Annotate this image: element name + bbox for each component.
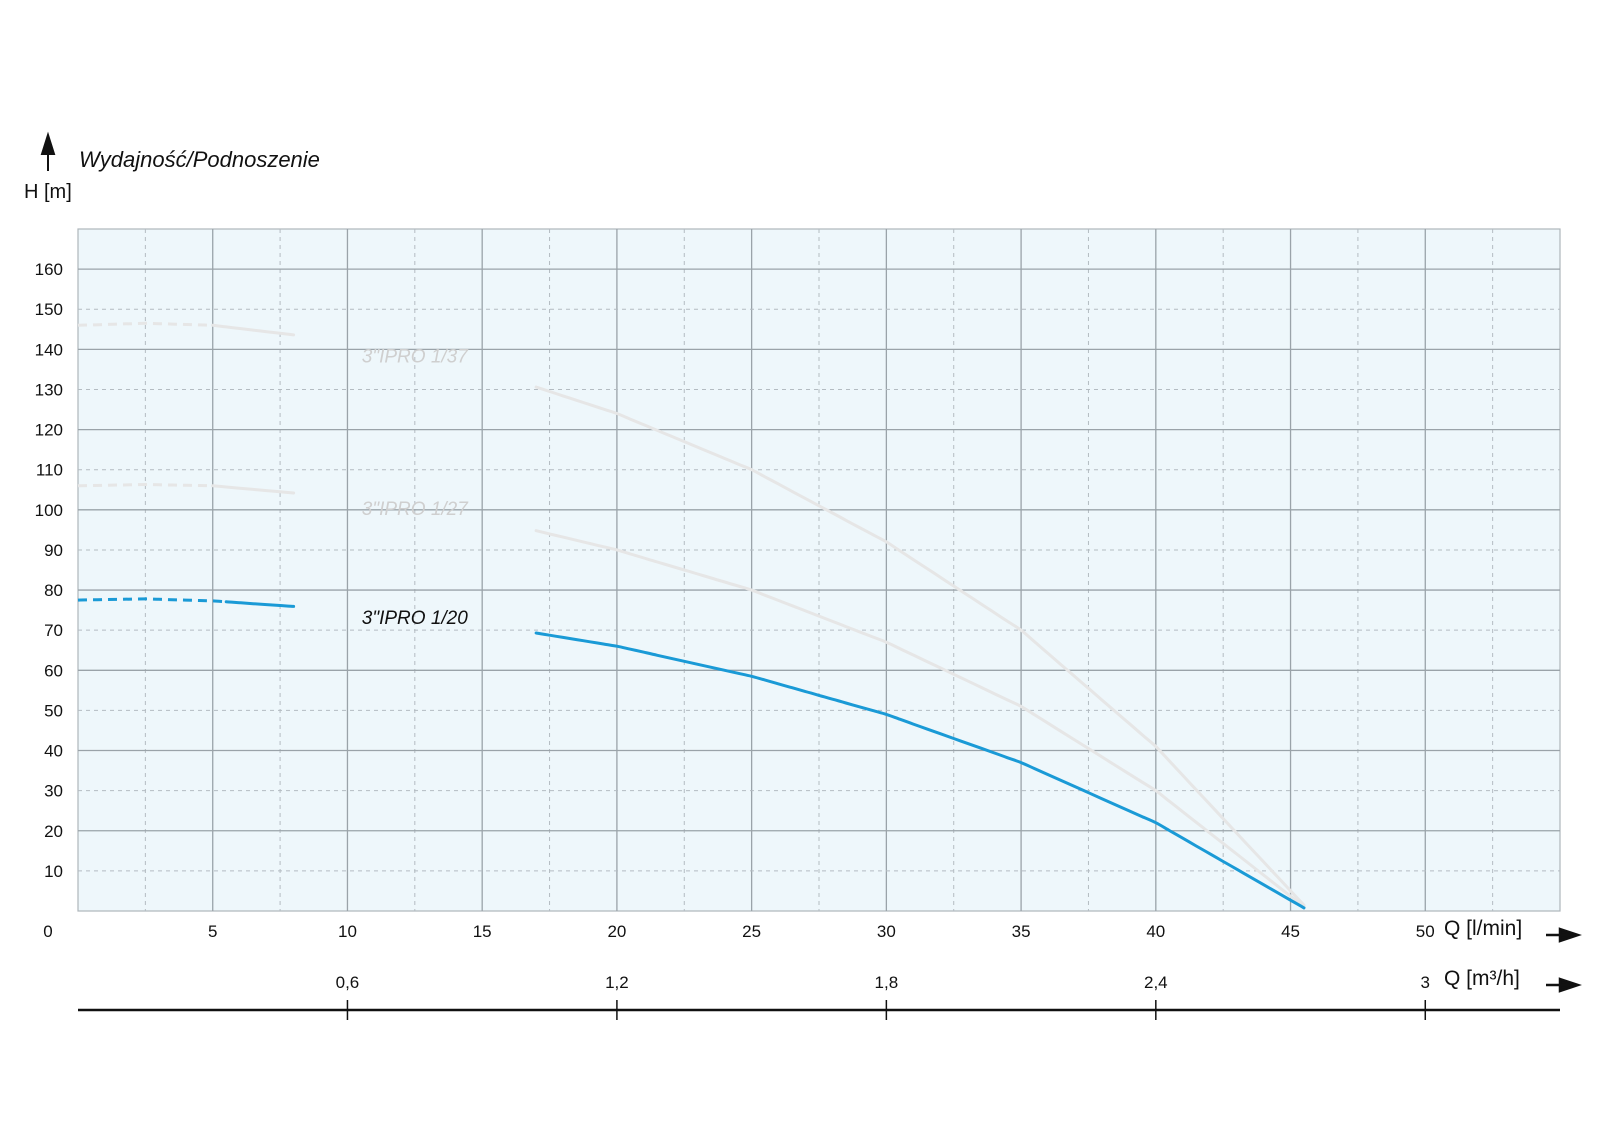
axis-layer: Wydajność/Podnoszenie H [m] Q [l/min] Q …: [24, 131, 1582, 1020]
secondary-tick-label: 1,2: [605, 973, 629, 992]
series-line: [534, 631, 1306, 910]
series-line: [224, 600, 296, 608]
series-line: [534, 529, 1306, 909]
series-label: 3"IPRO 1/20: [362, 608, 468, 629]
secondary-tick-label: 0,6: [336, 973, 360, 992]
x-tick-label: 35: [1012, 922, 1031, 941]
y-tick-label: 120: [35, 421, 63, 440]
y-tick-label: 160: [35, 260, 63, 279]
y-tick-label: 130: [35, 380, 63, 399]
x-tick-label: 45: [1281, 922, 1300, 941]
y-tick-label: 40: [44, 742, 63, 761]
y-tick-label: 10: [44, 862, 63, 881]
y-tick-label: 80: [44, 581, 63, 600]
y-tick-label: 140: [35, 340, 63, 359]
series-label: 3"IPRO 1/37: [362, 346, 469, 367]
x-tick-label: 25: [742, 922, 761, 941]
series-line-dashed: [77, 321, 213, 327]
series-line-dashed: [77, 597, 227, 604]
x-tick-label: 20: [607, 922, 626, 941]
y-axis-arrow-icon: [40, 131, 56, 171]
y-tick-label: 30: [44, 782, 63, 801]
y-tick-label: 150: [35, 300, 63, 319]
x-tick-label: 40: [1146, 922, 1165, 941]
label-layer: 3"IPRO 1/37 3"IPRO 1/27 3"IPRO 1/20: [362, 346, 469, 629]
y-tick-label: 100: [35, 501, 63, 520]
series-line: [534, 385, 1306, 907]
series-line: [211, 484, 296, 495]
y-tick-label: 50: [44, 701, 63, 720]
x-axis-secondary-arrow-icon: [1546, 977, 1582, 993]
y-tick-label: 110: [36, 461, 63, 480]
x-tick-label: 5: [208, 922, 217, 941]
series-line: [211, 323, 296, 337]
x-axis-secondary-label: Q [m³/h]: [1444, 967, 1520, 990]
x-axis-arrow-icon: [1546, 927, 1582, 943]
x-tick-label: 30: [877, 922, 896, 941]
x-tick-label: 50: [1416, 922, 1435, 941]
series-label: 3"IPRO 1/27: [362, 499, 469, 520]
y-tick-label: 60: [44, 661, 63, 680]
secondary-tick-label: 1,8: [875, 973, 899, 992]
y-tick-label: 70: [44, 621, 63, 640]
series-line-dashed: [77, 482, 213, 488]
secondary-tick-label: 2,4: [1144, 973, 1168, 992]
secondary-tick-label: 3: [1421, 973, 1430, 992]
y-tick-label: 20: [44, 822, 63, 841]
chart-title: Wydajność/Podnoszenie: [79, 147, 320, 172]
x-tick-label: 15: [473, 922, 492, 941]
grid-layer: [78, 229, 1560, 911]
y-tick-label: 90: [44, 541, 63, 560]
y-axis-label: H [m]: [24, 181, 72, 203]
x-axis-label: Q [l/min]: [1444, 917, 1522, 940]
x-tick-label: 0: [43, 922, 52, 941]
x-tick-label: 10: [338, 922, 357, 941]
series-layer: [77, 321, 1306, 910]
